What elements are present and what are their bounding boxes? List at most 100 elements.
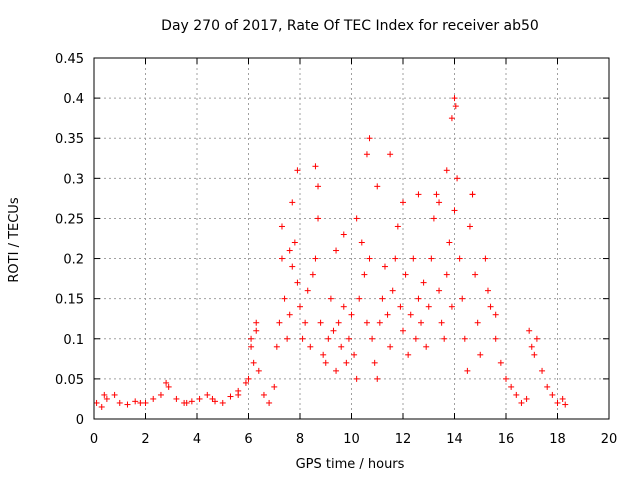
data-point	[366, 135, 373, 142]
data-point	[227, 393, 234, 400]
data-point	[358, 239, 365, 246]
data-point	[253, 319, 260, 326]
data-point	[338, 343, 345, 350]
data-point	[363, 319, 370, 326]
data-point	[423, 343, 430, 350]
data-point	[549, 391, 556, 398]
data-point	[539, 367, 546, 374]
data-point	[562, 401, 569, 408]
data-point	[559, 395, 566, 402]
data-point	[523, 395, 530, 402]
x-tick-label: 0	[90, 432, 98, 447]
y-tick-label: 0.3	[63, 172, 84, 187]
data-point	[387, 151, 394, 158]
data-point	[415, 295, 422, 302]
data-point	[294, 167, 301, 174]
data-point	[441, 335, 448, 342]
data-point	[443, 167, 450, 174]
data-point	[533, 335, 540, 342]
data-point	[492, 311, 499, 318]
data-point	[477, 351, 484, 358]
data-point	[402, 271, 409, 278]
x-tick-label: 18	[549, 432, 566, 447]
data-point	[472, 271, 479, 278]
data-point	[456, 255, 463, 262]
data-point	[317, 319, 324, 326]
x-tick-label: 12	[395, 432, 412, 447]
data-point	[204, 391, 211, 398]
data-point	[448, 303, 455, 310]
grid-lines	[94, 58, 609, 419]
y-tick-label: 0.4	[63, 92, 84, 107]
data-point	[150, 395, 157, 402]
data-point	[369, 335, 376, 342]
data-point	[320, 351, 327, 358]
data-point	[528, 343, 535, 350]
data-point	[405, 351, 412, 358]
data-point	[374, 183, 381, 190]
data-point	[345, 335, 352, 342]
data-point	[116, 399, 123, 406]
data-point	[436, 287, 443, 294]
data-point	[315, 215, 322, 222]
data-point	[137, 399, 144, 406]
data-point	[327, 295, 334, 302]
data-point	[343, 359, 350, 366]
data-point	[484, 287, 491, 294]
x-tick-label: 14	[446, 432, 463, 447]
data-point	[436, 199, 443, 206]
data-point	[315, 183, 322, 190]
data-point	[497, 359, 504, 366]
data-point	[286, 311, 293, 318]
data-point	[381, 263, 388, 270]
data-point	[492, 335, 499, 342]
data-point	[363, 151, 370, 158]
data-point	[219, 399, 226, 406]
data-point	[299, 335, 306, 342]
chart-title: Day 270 of 2017, Rate Of TEC Index for r…	[161, 18, 539, 34]
data-point	[312, 163, 319, 170]
data-point	[379, 295, 386, 302]
data-point	[531, 351, 538, 358]
data-point	[438, 319, 445, 326]
data-point	[281, 295, 288, 302]
data-point	[376, 319, 383, 326]
y-tick-label: 0.35	[55, 132, 84, 147]
data-point	[374, 375, 381, 382]
data-point	[353, 215, 360, 222]
data-point	[397, 303, 404, 310]
data-point	[253, 327, 260, 334]
data-point	[466, 223, 473, 230]
data-point	[209, 395, 216, 402]
data-point	[518, 399, 525, 406]
data-point	[451, 207, 458, 214]
data-point	[351, 351, 358, 358]
data-point	[278, 255, 285, 262]
data-point	[389, 287, 396, 294]
data-point	[361, 271, 368, 278]
data-points	[93, 95, 569, 410]
data-point	[271, 383, 278, 390]
data-point	[451, 95, 458, 102]
y-tick-label: 0.25	[55, 212, 84, 227]
data-point	[356, 295, 363, 302]
data-point	[371, 359, 378, 366]
data-point	[307, 343, 314, 350]
data-point	[93, 399, 100, 406]
data-point	[394, 223, 401, 230]
x-tick-label: 8	[296, 432, 304, 447]
y-axis-label: ROTI / TECUs	[7, 197, 22, 282]
data-point	[245, 375, 252, 382]
data-point	[348, 311, 355, 318]
data-point	[304, 287, 311, 294]
data-point	[508, 383, 515, 390]
data-point	[103, 395, 110, 402]
data-point	[392, 255, 399, 262]
data-point	[312, 255, 319, 262]
data-point	[469, 191, 476, 198]
data-point	[142, 399, 149, 406]
data-point	[446, 239, 453, 246]
data-point	[387, 343, 394, 350]
data-point	[124, 401, 131, 408]
